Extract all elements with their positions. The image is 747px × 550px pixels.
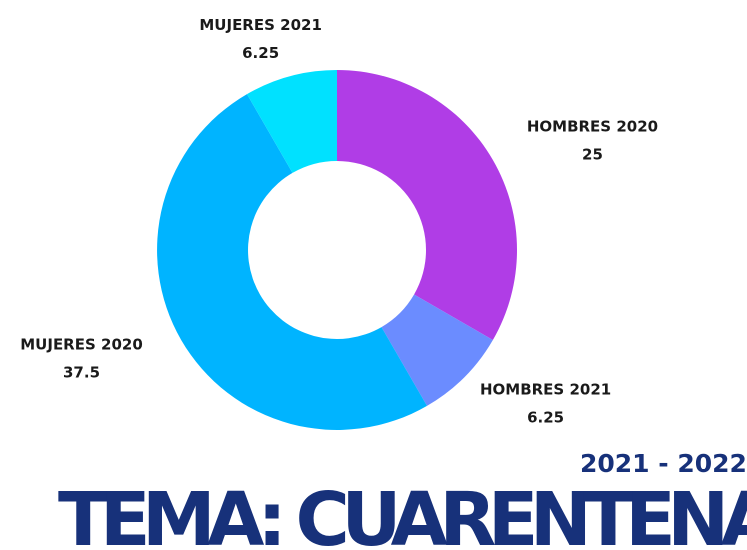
- slice-value: 37.5: [63, 364, 100, 382]
- donut-slice: [247, 70, 337, 173]
- chart-subtitle: 2021 - 2022: [580, 449, 747, 478]
- slice-value: 6.25: [242, 44, 279, 62]
- donut-slice: [381, 294, 493, 406]
- chart-title: TEMA: CUARENTENA: [58, 477, 747, 550]
- donut-slice: [157, 94, 427, 430]
- slice-label: HOMBRES 2020: [527, 118, 658, 136]
- slice-label: HOMBRES 2021: [480, 381, 611, 399]
- slice-label: MUJERES 2021: [199, 16, 322, 34]
- slice-value: 25: [582, 146, 603, 164]
- slice-label: MUJERES 2020: [20, 336, 143, 354]
- donut-slice: [337, 70, 517, 340]
- slice-value: 6.25: [527, 409, 564, 427]
